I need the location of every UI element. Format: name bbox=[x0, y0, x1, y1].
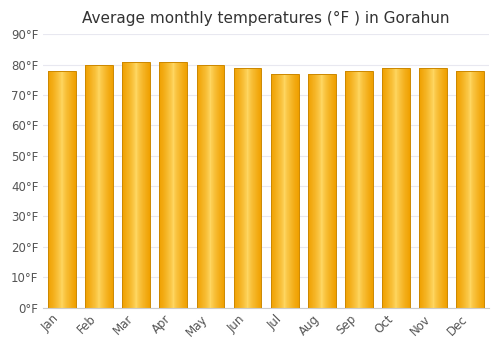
Bar bbox=[85, 65, 113, 308]
Bar bbox=[196, 65, 224, 308]
Bar bbox=[234, 68, 262, 308]
Title: Average monthly temperatures (°F ) in Gorahun: Average monthly temperatures (°F ) in Go… bbox=[82, 11, 450, 26]
Bar bbox=[345, 71, 373, 308]
Bar bbox=[456, 71, 484, 308]
Bar bbox=[382, 68, 410, 308]
Bar bbox=[160, 62, 187, 308]
Bar bbox=[308, 74, 336, 308]
Bar bbox=[48, 71, 76, 308]
Bar bbox=[271, 74, 298, 308]
Bar bbox=[122, 62, 150, 308]
Bar bbox=[420, 68, 447, 308]
